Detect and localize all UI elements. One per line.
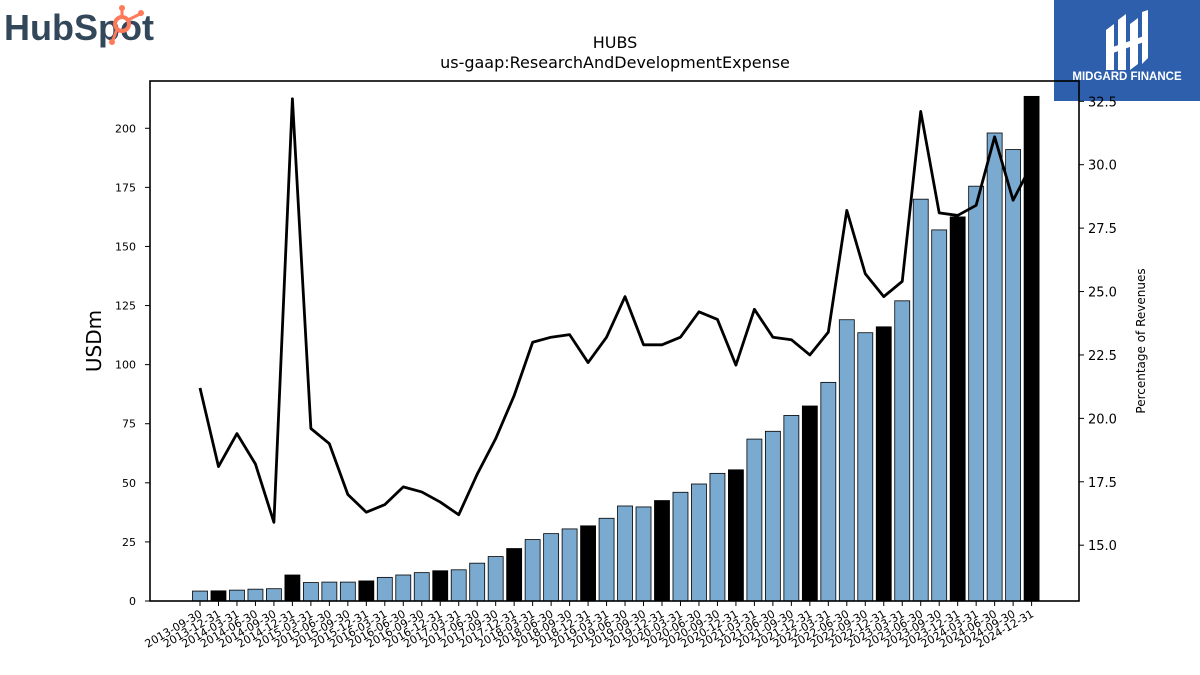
y2-tick-label: 22.5 <box>1088 349 1117 364</box>
y-tick-label: 0 <box>129 595 136 608</box>
bar-2024-09-30 <box>1005 149 1022 602</box>
bar-2020-12-31 <box>728 469 744 602</box>
bar-2018-12-31 <box>580 525 596 602</box>
y-axis-label: USDm <box>82 310 106 372</box>
y-tick-label: 50 <box>122 477 136 490</box>
bar-2016-03-31 <box>376 576 393 602</box>
bar-2014-06-30 <box>247 588 264 602</box>
bar-2015-03-31 <box>302 582 319 602</box>
bar-2023-06-30 <box>912 198 929 602</box>
hubspot-sprocket-icon <box>109 5 144 45</box>
bar-2021-06-30 <box>764 430 781 602</box>
bar-2019-03-31 <box>598 517 615 602</box>
y2-tick-label: 15.0 <box>1088 539 1117 554</box>
bar-2024-06-30 <box>986 132 1003 602</box>
y2-tick-label: 32.5 <box>1088 95 1117 110</box>
chart-title: HUBS <box>593 33 638 52</box>
bar-2022-06-30 <box>838 319 855 602</box>
y-tick-label: 100 <box>115 359 136 372</box>
bar-2020-03-31 <box>672 491 689 602</box>
bar-2015-12-31 <box>358 580 375 602</box>
bar-2018-03-31 <box>524 539 541 602</box>
bar-2019-06-30 <box>617 505 633 602</box>
bar-series <box>192 95 1040 602</box>
bar-2023-09-30 <box>931 229 948 602</box>
y-tick-label: 200 <box>115 122 136 135</box>
bar-2017-06-30 <box>469 562 486 602</box>
y-tick-label: 25 <box>122 536 136 549</box>
bar-2021-12-31 <box>801 405 818 602</box>
hubspot-logo: HubSpot <box>0 0 160 52</box>
x-axis: 2013-09-302013-12-312014-03-312014-06-30… <box>143 601 1036 651</box>
bar-2022-12-31 <box>875 326 892 602</box>
bar-2021-09-30 <box>783 415 800 602</box>
y2-axis-label: Percentage of Revenues <box>1134 268 1148 413</box>
bar-2014-12-31 <box>284 574 301 602</box>
midgard-emblem-icon <box>1106 10 1148 70</box>
y2-tick-label: 27.5 <box>1088 222 1117 237</box>
bar-2016-06-30 <box>395 574 412 602</box>
bar-2022-03-31 <box>820 381 837 602</box>
left-y-axis: 0 25 50 75 100 125 150 175 200 <box>115 122 150 608</box>
bar-2018-06-30 <box>543 533 560 602</box>
bar-2015-09-30 <box>339 581 356 602</box>
bar-2017-03-31 <box>450 569 467 602</box>
bar-2016-09-30 <box>413 572 430 602</box>
plot-frame <box>149 80 1080 602</box>
y2-tick-label: 17.5 <box>1088 476 1117 491</box>
y-tick-label: 150 <box>115 240 136 253</box>
y2-tick-label: 20.0 <box>1088 412 1117 427</box>
bar-2020-06-30 <box>691 483 707 602</box>
y-tick-label: 75 <box>122 418 136 431</box>
bar-2016-12-31 <box>432 570 449 602</box>
percent-of-revenue-line <box>198 97 1033 524</box>
bar-2018-09-30 <box>561 528 578 602</box>
bar-2020-09-30 <box>709 472 726 602</box>
midgard-wordmark: MIDGARD FINANCE <box>1072 71 1182 83</box>
y-tick-label: 125 <box>115 300 136 313</box>
bar-2023-12-31 <box>949 216 966 602</box>
bar-2013-12-31 <box>210 590 227 602</box>
bar-2015-06-30 <box>321 581 338 602</box>
right-y-axis: 15.0 17.5 20.0 22.5 25.0 27.5 30.0 32.5 <box>1079 95 1117 554</box>
bar-2023-03-31 <box>894 300 911 602</box>
bar-2019-12-31 <box>654 500 670 602</box>
bar-2014-03-31 <box>229 589 245 602</box>
bar-2013-09-30 <box>192 590 208 602</box>
bar-2024-03-31 <box>968 185 985 602</box>
bar-2014-09-30 <box>266 588 282 602</box>
chart-subtitle: us-gaap:ResearchAndDevelopmentExpense <box>440 53 790 72</box>
y2-tick-label: 25.0 <box>1088 286 1117 301</box>
bar-2019-09-30 <box>635 506 652 602</box>
y2-tick-label: 30.0 <box>1088 159 1117 174</box>
bar-2021-03-31 <box>746 438 763 602</box>
bar-2017-09-30 <box>487 556 504 602</box>
bar-2017-12-31 <box>506 548 523 602</box>
y-tick-label: 175 <box>115 181 136 194</box>
bar-2022-09-30 <box>857 332 874 602</box>
